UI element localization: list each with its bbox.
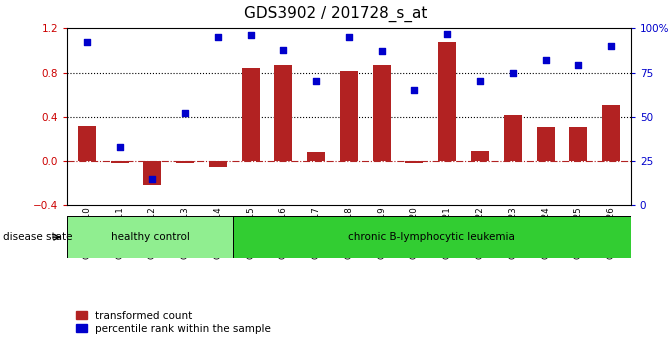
Bar	[242, 68, 260, 161]
Point	[540, 57, 551, 63]
Legend: transformed count, percentile rank within the sample: transformed count, percentile rank withi…	[72, 307, 275, 338]
Point	[147, 176, 158, 182]
Point	[311, 79, 321, 84]
Point	[180, 110, 191, 116]
Point	[278, 47, 289, 52]
Bar	[111, 161, 129, 163]
Point	[81, 40, 92, 45]
Bar	[340, 72, 358, 161]
Bar	[144, 161, 161, 185]
Point	[573, 63, 584, 68]
Point	[213, 34, 223, 40]
Bar	[67, 216, 233, 258]
Bar	[438, 42, 456, 161]
Bar	[274, 65, 293, 161]
Bar	[78, 126, 96, 161]
Bar	[307, 152, 325, 161]
Bar	[233, 216, 631, 258]
Point	[409, 87, 420, 93]
Point	[442, 31, 453, 36]
Bar	[569, 127, 587, 161]
Text: GDS3902 / 201728_s_at: GDS3902 / 201728_s_at	[244, 5, 427, 22]
Bar	[176, 161, 194, 163]
Text: disease state: disease state	[3, 232, 73, 242]
Text: chronic B-lymphocytic leukemia: chronic B-lymphocytic leukemia	[348, 232, 515, 242]
Point	[344, 34, 354, 40]
Bar	[471, 151, 489, 161]
Point	[245, 33, 256, 38]
Bar	[504, 115, 522, 161]
Bar	[537, 127, 554, 161]
Point	[114, 144, 125, 150]
Bar	[209, 161, 227, 167]
Point	[376, 48, 387, 54]
Bar	[602, 105, 620, 161]
Bar	[405, 161, 423, 163]
Point	[474, 79, 485, 84]
Point	[507, 70, 518, 75]
Point	[606, 43, 617, 49]
Bar	[372, 65, 391, 161]
Text: healthy control: healthy control	[111, 232, 189, 242]
